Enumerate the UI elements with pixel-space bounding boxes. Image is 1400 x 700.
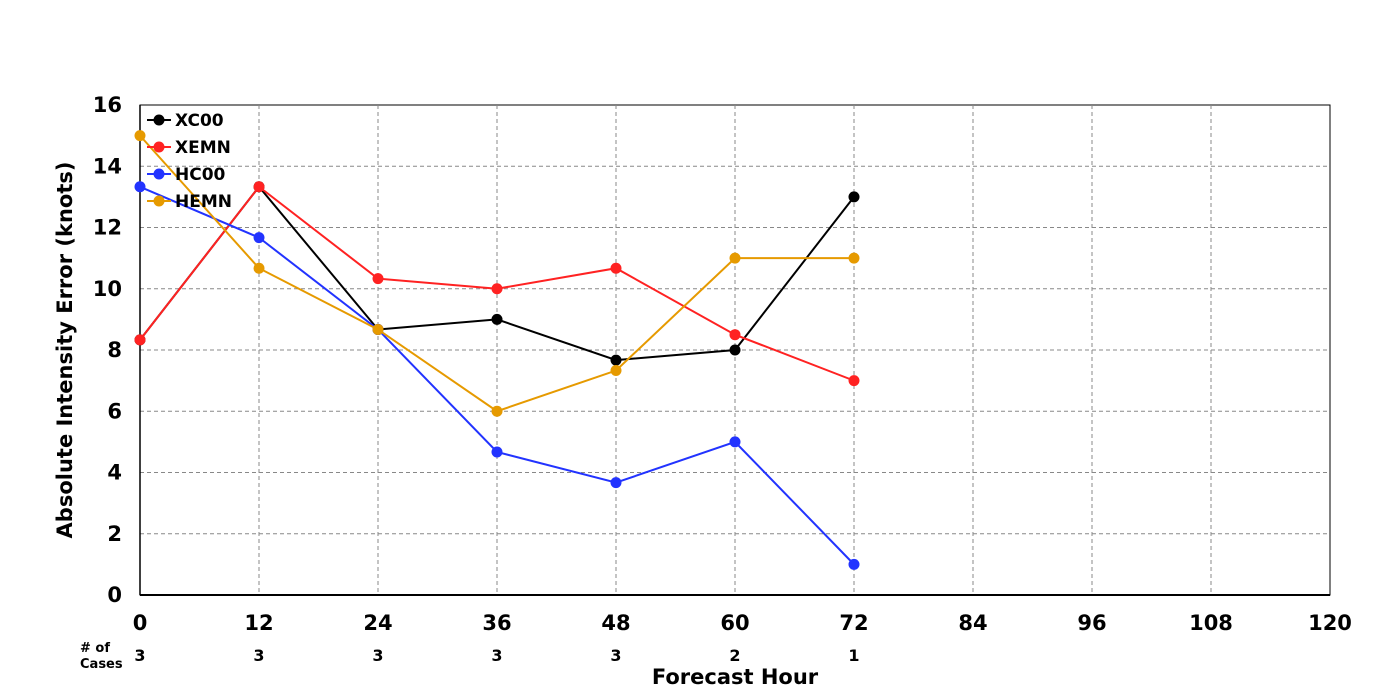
data-point xyxy=(848,558,860,570)
legend-marker xyxy=(153,114,165,126)
data-point xyxy=(729,436,741,448)
data-point xyxy=(491,446,503,458)
y-tick-label: 2 xyxy=(107,522,122,546)
cases-value: 1 xyxy=(848,646,859,665)
x-tick-label: 108 xyxy=(1189,611,1233,635)
y-tick-label: 8 xyxy=(107,338,122,362)
legend-item: HEMN xyxy=(147,192,232,212)
cases-value: 3 xyxy=(372,646,383,665)
data-point xyxy=(729,252,741,264)
y-tick-label: 10 xyxy=(93,277,122,301)
x-tick-label: 72 xyxy=(839,611,868,635)
cases-label-line2: Cases xyxy=(80,657,123,672)
legend-item: HC00 xyxy=(147,165,226,185)
data-point xyxy=(610,354,622,366)
data-point xyxy=(491,313,503,325)
data-point xyxy=(253,232,265,244)
x-tick-labels: 0 12 24 36 48 60 72 84 96 108 120 xyxy=(133,611,1352,635)
x-tick-label: 120 xyxy=(1308,611,1352,635)
legend-label: XEMN xyxy=(175,138,231,158)
y-tick-label: 6 xyxy=(107,399,122,423)
series-xemn xyxy=(134,181,860,387)
x-axis-title: Forecast Hour xyxy=(652,665,819,689)
cases-value: 3 xyxy=(253,646,264,665)
legend-item: XC00 xyxy=(147,111,224,131)
data-point xyxy=(253,262,265,274)
cases-label-line1: # of xyxy=(80,641,110,656)
data-point xyxy=(372,323,384,335)
legend-item: XEMN xyxy=(147,138,231,158)
x-tick-label: 60 xyxy=(720,611,749,635)
legend-label: HC00 xyxy=(175,165,226,185)
x-tick-label: 36 xyxy=(482,611,511,635)
data-point xyxy=(134,130,146,142)
x-tick-label: 24 xyxy=(363,611,392,635)
series-group xyxy=(134,130,860,570)
y-tick-label: 0 xyxy=(107,583,122,607)
y-tick-label: 14 xyxy=(93,154,122,178)
cases-value: 3 xyxy=(491,646,502,665)
legend-label: XC00 xyxy=(175,111,224,131)
data-point xyxy=(610,365,622,377)
grid-lines xyxy=(140,105,1330,595)
legend-marker xyxy=(153,195,165,207)
data-point xyxy=(491,405,503,417)
x-tick-label: 12 xyxy=(244,611,273,635)
data-point xyxy=(491,283,503,295)
cases-value: 3 xyxy=(610,646,621,665)
data-point xyxy=(848,191,860,203)
y-axis-title: Absolute Intensity Error (knots) xyxy=(53,162,77,539)
legend-marker xyxy=(153,168,165,180)
x-tick-label: 84 xyxy=(958,611,987,635)
legend-marker xyxy=(153,141,165,153)
y-tick-label: 16 xyxy=(93,93,122,117)
cases-value: 2 xyxy=(729,646,740,665)
data-point xyxy=(134,334,146,346)
data-point xyxy=(372,273,384,285)
cases-row: # of Cases 3 3 3 3 3 2 1 xyxy=(80,641,860,672)
series-hemn xyxy=(134,130,860,417)
data-point xyxy=(253,181,265,193)
x-tick-label: 96 xyxy=(1077,611,1106,635)
data-point xyxy=(134,181,146,193)
data-point xyxy=(610,477,622,489)
legend: XC00 XEMN HC00 HEMN xyxy=(147,111,232,212)
data-point xyxy=(848,252,860,264)
data-point xyxy=(729,344,741,356)
x-tick-label: 48 xyxy=(601,611,630,635)
data-point xyxy=(848,375,860,387)
y-tick-labels: 0 2 4 6 8 10 12 14 16 xyxy=(93,93,122,607)
data-point xyxy=(729,329,741,341)
y-tick-label: 4 xyxy=(107,461,122,485)
data-point xyxy=(610,262,622,274)
legend-label: HEMN xyxy=(175,192,232,212)
cases-value: 3 xyxy=(134,646,145,665)
y-tick-label: 12 xyxy=(93,216,122,240)
x-tick-label: 0 xyxy=(133,611,148,635)
